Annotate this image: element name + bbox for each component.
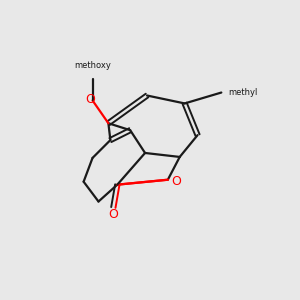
Text: O: O (171, 175, 181, 188)
Text: methyl: methyl (228, 88, 258, 97)
Text: O: O (108, 208, 118, 221)
Text: O: O (85, 93, 95, 106)
Text: methoxy: methoxy (74, 61, 111, 70)
